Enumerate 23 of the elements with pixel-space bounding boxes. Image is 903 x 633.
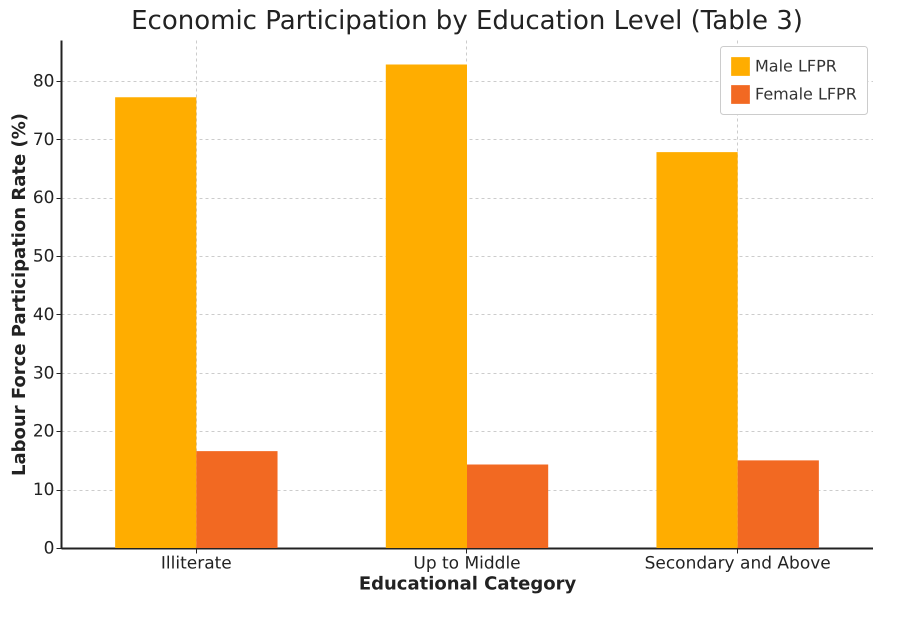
y-tick-label: 20 <box>32 422 54 442</box>
x-tick-label: Illiterate <box>160 554 232 574</box>
y-tick-label: 60 <box>32 188 54 208</box>
legend-label: Male LFPR <box>755 56 837 76</box>
y-tick-label: 10 <box>32 480 54 500</box>
chart-title: Economic Participation by Education Level (Table 3) <box>131 6 803 36</box>
y-tick-label: 0 <box>44 538 54 558</box>
y-tick-label: 80 <box>32 71 54 92</box>
legend-label: Female LFPR <box>755 84 857 104</box>
y-tick-label: 30 <box>32 363 54 384</box>
x-tick-label: Up to Middle <box>413 554 521 574</box>
y-tick-label: 40 <box>32 304 54 325</box>
bar <box>656 152 738 548</box>
bar <box>386 64 467 548</box>
bar <box>467 464 548 548</box>
x-tick-label: Secondary and Above <box>644 554 831 574</box>
y-tick-label: 50 <box>32 246 54 267</box>
y-axis-title: Labour Force Participation Rate (%) <box>8 113 30 476</box>
bar <box>115 97 196 548</box>
x-axis-title: Educational Category <box>358 574 576 594</box>
y-tick-label: 70 <box>32 130 54 150</box>
bar <box>738 460 819 548</box>
bar <box>196 451 278 548</box>
